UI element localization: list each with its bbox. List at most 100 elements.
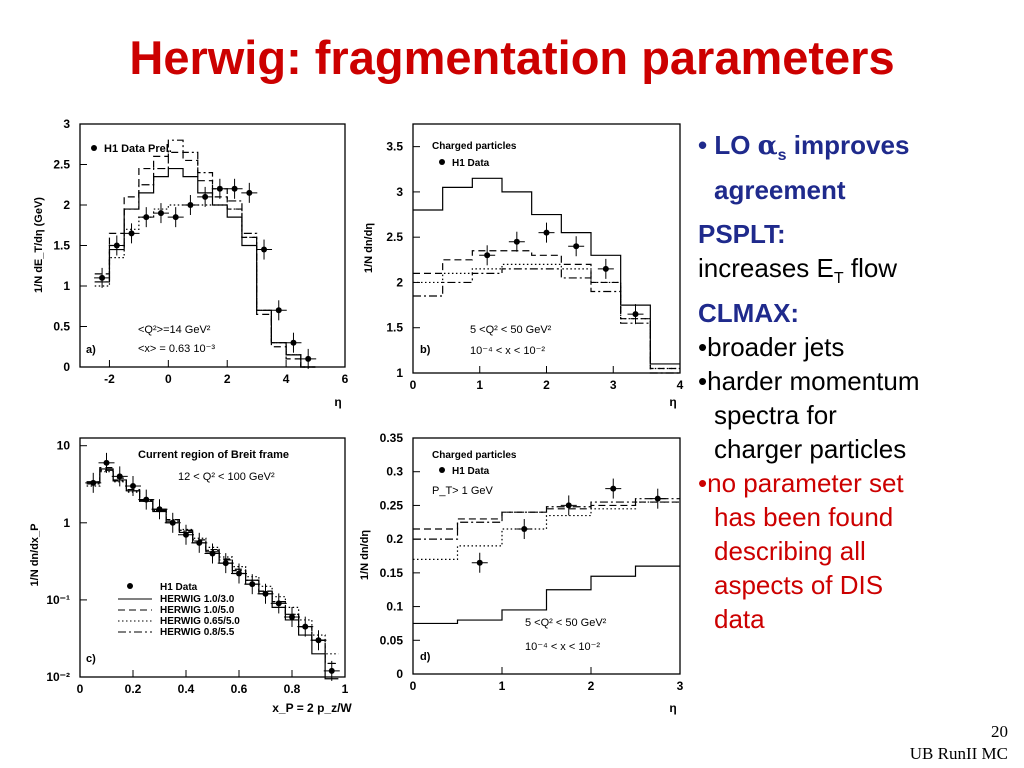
chart-3-data-point bbox=[222, 560, 229, 567]
chart-3-legend-item: HERWIG 0.65/5.0 bbox=[160, 616, 240, 627]
chart-3-ytick-label: 10⁻¹ bbox=[46, 593, 70, 607]
bullet-no-param-4: aspects of DIS bbox=[714, 570, 884, 601]
chart-2-annotation: 5 <Q² < 50 GeV² bbox=[470, 324, 552, 336]
chart-4-xtick-label: 0 bbox=[410, 679, 417, 693]
chart-1-ytick-label: 0.5 bbox=[53, 320, 70, 334]
bullet-no-param-1: •no parameter set bbox=[698, 468, 904, 499]
chart-2-ytick-label: 1.5 bbox=[386, 321, 403, 335]
chart-3-ytick-label: 10⁻² bbox=[46, 670, 70, 684]
chart-1-xlabel: η bbox=[334, 395, 341, 409]
chart-4-legend-item: H1 Data bbox=[452, 466, 490, 477]
chart-4-panel-label: d) bbox=[420, 651, 431, 663]
chart-1-data-point bbox=[128, 230, 135, 237]
chart-2-data-point bbox=[513, 238, 520, 245]
chart-1-xtick-label: 0 bbox=[165, 372, 172, 386]
chart-1-data-point bbox=[113, 242, 120, 249]
chart-4-data-point bbox=[610, 485, 617, 492]
chart-1-data-point bbox=[216, 185, 223, 192]
bullet-no-param-2: has been found bbox=[714, 502, 894, 533]
chart-3-data-point bbox=[262, 590, 269, 597]
bullet-list: • LO αs improves agreement PSPLT: increa… bbox=[698, 128, 1018, 636]
chart-3-data-point bbox=[315, 637, 322, 644]
chart-4-data-point bbox=[654, 495, 661, 502]
chart-1-xtick-label: -2 bbox=[104, 372, 115, 386]
chart-3-legend-item: H1 Data bbox=[160, 582, 198, 593]
chart-4-frame bbox=[412, 437, 681, 675]
chart-4-data-point bbox=[565, 502, 572, 509]
chart-4-data-point bbox=[476, 559, 483, 566]
chart-3-data-point bbox=[156, 506, 163, 513]
chart-1-data-point bbox=[231, 185, 238, 192]
chart-3-data-point bbox=[328, 667, 335, 674]
chart-3-legend-item: HERWIG 1.0/3.0 bbox=[160, 594, 235, 605]
bullet-harder-3: charger particles bbox=[714, 434, 907, 465]
chart-1-ytick-label: 1 bbox=[63, 279, 70, 293]
chart-3-data-point bbox=[143, 496, 150, 503]
chart-3-xtick-label: 0 bbox=[77, 682, 84, 696]
chart-3-frame bbox=[79, 437, 346, 678]
chart-1-panel-label: a) bbox=[86, 344, 96, 356]
chart-4-xtick-label: 2 bbox=[588, 679, 595, 693]
chart-2-data-point bbox=[573, 243, 580, 250]
chart-2-data-point bbox=[543, 229, 550, 236]
chart-1-ytick-label: 2.5 bbox=[53, 158, 70, 172]
chart-3-data-point bbox=[302, 623, 309, 630]
chart-3-data-point bbox=[275, 600, 282, 607]
chart-2-legend-item: H1 Data bbox=[452, 158, 490, 169]
chart-1-data-point bbox=[143, 214, 150, 221]
chart-1-xtick-label: 6 bbox=[342, 372, 349, 386]
et-flow-line: increases ET flow bbox=[698, 253, 898, 288]
chart-4-ytick-label: 0 bbox=[396, 667, 403, 681]
chart-4-annotation: P_T> 1 GeV bbox=[432, 485, 494, 497]
chart-3-data-point bbox=[183, 531, 189, 538]
chart-4-ytick-label: 0.15 bbox=[380, 566, 404, 580]
chart-3-data-point bbox=[90, 479, 97, 486]
chart-2-xtick-label: 0 bbox=[410, 378, 417, 392]
slide-title: Herwig: fragmentation parameters bbox=[129, 31, 895, 84]
chart-3-data-point bbox=[196, 539, 203, 546]
chart-4-ytick-label: 0.25 bbox=[380, 498, 404, 512]
chart-1-xtick-label: 4 bbox=[283, 372, 290, 386]
bullet-no-param-3: describing all bbox=[714, 536, 866, 567]
chart-2-legend-marker bbox=[439, 159, 445, 165]
chart-2-series-dashdot bbox=[413, 268, 680, 374]
chart-3-ytick-label: 10 bbox=[57, 439, 71, 453]
chart-2-data-point bbox=[602, 265, 609, 272]
chart-2-ytick-label: 2 bbox=[396, 275, 403, 289]
chart-1-data-point bbox=[202, 193, 209, 200]
chart-2-series-dotted bbox=[413, 263, 680, 370]
chart-3-data-point bbox=[209, 550, 216, 557]
chart-2-ytick-label: 3 bbox=[396, 185, 403, 199]
slide-number: 20 bbox=[991, 722, 1008, 741]
chart-1-ytick-label: 2 bbox=[63, 198, 70, 212]
chart-1-annotation: <Q²>=14 GeV² bbox=[138, 324, 211, 336]
chart-3-ylabel: 1/N dn/dx_P bbox=[29, 524, 41, 587]
chart-1-series-dashed bbox=[94, 151, 316, 368]
clmax-heading: CLMAX: bbox=[698, 298, 800, 329]
chart-3-data-point bbox=[289, 614, 295, 621]
chart-2-series-solid bbox=[413, 177, 680, 365]
chart-2-xlabel: η bbox=[669, 395, 676, 409]
chart-1-data-point bbox=[172, 214, 179, 221]
chart-4-legend-marker bbox=[439, 467, 445, 473]
chart-2-series-dashed bbox=[413, 250, 680, 370]
chart-1-data-point bbox=[290, 339, 297, 346]
chart-3-xlabel: x_P = 2 p_z/W bbox=[272, 701, 352, 715]
chart-1-data-point bbox=[99, 274, 106, 281]
chart-4-annotation: 5 <Q² < 50 GeV² bbox=[525, 617, 607, 629]
chart-1-legend-marker bbox=[91, 145, 97, 151]
chart-4-annotation: 10⁻⁴ < x < 10⁻² bbox=[525, 641, 600, 653]
chart-4-ylabel: 1/N dn/dη bbox=[359, 530, 371, 580]
chart-1-data-point bbox=[246, 189, 253, 196]
chart-2-ylabel: 1/N dn/dη bbox=[363, 223, 375, 273]
bullet-lo-alpha: • LO αs improves bbox=[698, 130, 910, 165]
chart-3-data-point bbox=[169, 519, 176, 526]
chart-1-legend-item: H1 Data Prel. bbox=[104, 143, 172, 155]
chart-4-series-dashdot bbox=[413, 498, 680, 540]
chart-1-series-dashdot bbox=[94, 139, 316, 368]
chart-4-ytick-label: 0.3 bbox=[386, 465, 403, 479]
chart-3-xtick-label: 1 bbox=[342, 682, 349, 696]
chart-3-annotation: 12 < Q² < 100 GeV² bbox=[178, 471, 275, 483]
chart-4-xtick-label: 1 bbox=[499, 679, 506, 693]
